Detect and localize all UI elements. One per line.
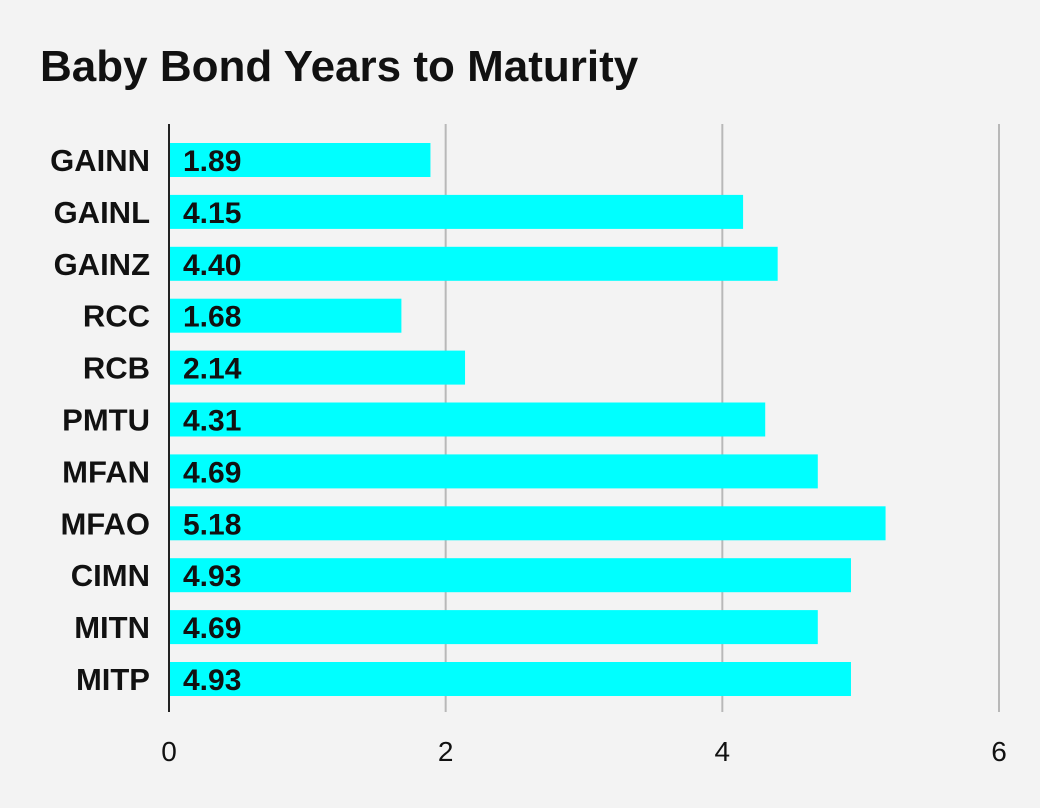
bar-pmtu[interactable] xyxy=(169,402,766,437)
category-label-gainl: GAINL xyxy=(54,195,150,230)
bar-mitp[interactable] xyxy=(169,662,851,696)
category-label-mitp: MITP xyxy=(76,662,150,697)
bar-rcb[interactable] xyxy=(169,350,466,385)
x-tick-label-6: 6 xyxy=(991,736,1007,767)
category-label-rcc: RCC xyxy=(83,299,150,334)
value-label-rcb: 2.14 xyxy=(183,353,242,386)
x-tick-label-2: 2 xyxy=(438,736,454,767)
value-label-mitp: 4.93 xyxy=(183,664,241,697)
value-label-gainn: 1.89 xyxy=(183,145,241,178)
x-tick-label-4: 4 xyxy=(715,736,731,767)
value-label-mitn: 4.69 xyxy=(183,612,241,645)
bar-rcc[interactable] xyxy=(169,298,402,333)
category-label-mfao: MFAO xyxy=(60,506,150,541)
value-label-cimn: 4.93 xyxy=(183,560,241,593)
category-label-mitn: MITN xyxy=(74,610,150,645)
category-label-pmtu: PMTU xyxy=(62,403,150,438)
bar-mitn[interactable] xyxy=(169,610,818,645)
category-label-mfan: MFAN xyxy=(62,454,150,489)
x-tick-label-0: 0 xyxy=(161,736,177,767)
bar-gainl[interactable] xyxy=(169,194,744,229)
category-label-gainz: GAINZ xyxy=(54,247,151,282)
value-label-rcc: 1.68 xyxy=(183,301,241,334)
value-label-mfao: 5.18 xyxy=(183,508,241,541)
bar-gainn[interactable] xyxy=(169,143,431,177)
bar-gainz[interactable] xyxy=(169,246,778,281)
category-label-gainn: GAINN xyxy=(50,143,150,178)
bar-cimn[interactable] xyxy=(169,558,851,593)
bar-mfao[interactable] xyxy=(169,506,886,541)
value-label-gainl: 4.15 xyxy=(183,197,241,230)
category-label-cimn: CIMN xyxy=(71,558,150,593)
value-label-mfan: 4.69 xyxy=(183,456,241,489)
category-label-rcb: RCB xyxy=(83,351,150,386)
bar-mfan[interactable] xyxy=(169,454,818,489)
value-label-pmtu: 4.31 xyxy=(183,405,241,438)
chart-title: Baby Bond Years to Maturity xyxy=(40,42,639,91)
value-label-gainz: 4.40 xyxy=(183,249,241,282)
